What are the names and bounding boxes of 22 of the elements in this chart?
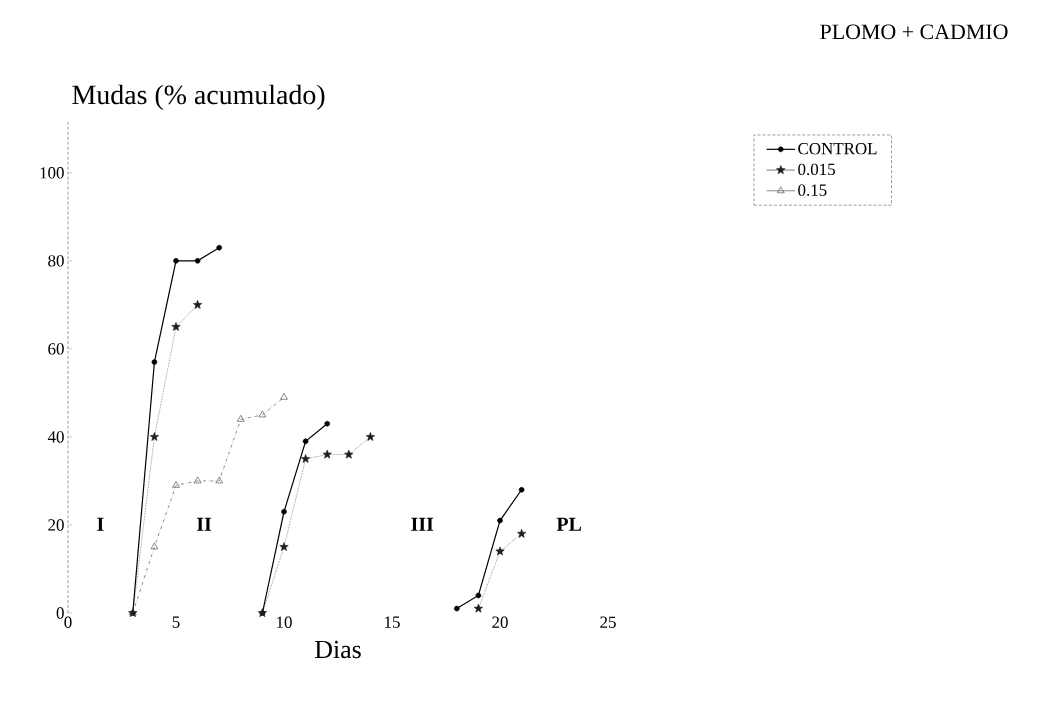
x-tick-label: 5 xyxy=(172,616,180,628)
legend-label: CONTROL xyxy=(798,142,877,155)
x-axis-title: Dias xyxy=(315,640,361,659)
annotation: III xyxy=(411,517,434,531)
x-tick-label: 0 xyxy=(64,616,72,628)
x-tick-label: 15 xyxy=(385,616,400,628)
text: PLOMO + CADMIO xyxy=(820,24,1008,40)
y-tick-label: 60 xyxy=(48,343,64,355)
y-tick-label: 40 xyxy=(47,431,64,443)
x-tick-label: 20 xyxy=(492,616,508,628)
y-tick-label: 80 xyxy=(48,255,64,267)
annotation: PL xyxy=(556,517,582,531)
y-tick-label: 100 xyxy=(40,167,64,179)
y-tick-label: 0 xyxy=(56,607,64,619)
legend-label: 0.15 xyxy=(798,184,827,196)
x-tick-label: 10 xyxy=(277,616,292,628)
x-tick-label: 25 xyxy=(600,616,616,628)
legend-label: 0.015 xyxy=(798,163,835,176)
y-tick-label: 20 xyxy=(48,519,64,531)
annotation: I xyxy=(97,517,104,531)
y-axis-title: Mudas (% acumulado) xyxy=(72,84,325,110)
annotation: II xyxy=(197,517,212,531)
